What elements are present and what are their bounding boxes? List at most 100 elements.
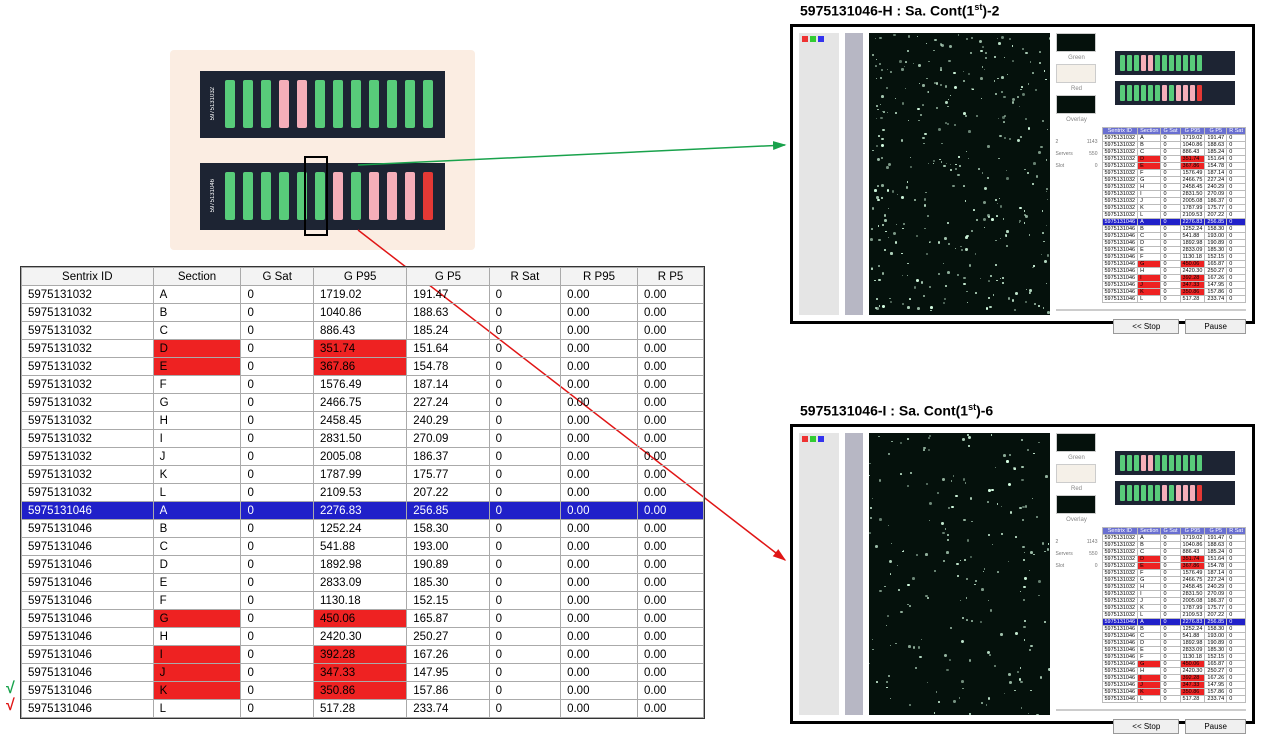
- table-row[interactable]: 5975131032F01576.49187.140: [1102, 170, 1246, 177]
- table-row[interactable]: 5975131032C0886.43185.2400.000.00: [22, 322, 704, 340]
- table-row[interactable]: 5975131032K01787.99175.770: [1102, 605, 1246, 612]
- pause-button[interactable]: Pause: [1185, 719, 1246, 734]
- table-row[interactable]: 5975131046G0450.06165.870: [1102, 261, 1246, 268]
- table-row[interactable]: 5975131046G0450.06165.8700.000.00: [22, 610, 704, 628]
- table-row[interactable]: 5975131046E02833.09185.300: [1102, 647, 1246, 654]
- table-row[interactable]: 5975131032D0351.74151.6400.000.00: [22, 340, 704, 358]
- table-row[interactable]: 5975131032E0367.86154.780: [1102, 563, 1246, 570]
- table-row[interactable]: 5975131032K01787.99175.770: [1102, 205, 1246, 212]
- table-row[interactable]: 5975131032I02831.50270.090: [1102, 191, 1246, 198]
- table-row[interactable]: 5975131032E0367.86154.780: [1102, 163, 1246, 170]
- table-row[interactable]: 5975131032I02831.50270.090: [1102, 591, 1246, 598]
- column-header[interactable]: G P95: [1180, 128, 1205, 135]
- table-row[interactable]: 5975131046F01130.18152.150: [1102, 654, 1246, 661]
- table-row[interactable]: 5975131032D0351.74151.640: [1102, 156, 1246, 163]
- table-row[interactable]: 5975131032G02466.75227.2400.000.00: [22, 394, 704, 412]
- table-row[interactable]: 5975131046K0350.86157.860: [1102, 689, 1246, 696]
- table-row[interactable]: 5975131046J0347.33147.950: [1102, 682, 1246, 689]
- table-row[interactable]: 5975131032C0886.43185.240: [1102, 549, 1246, 556]
- panel-bottom-mini-table[interactable]: Sentrix IDSectionG SatG P95G P5R Sat 597…: [1102, 527, 1247, 703]
- table-row[interactable]: 5975131046A02276.83256.8500.000.00: [22, 502, 704, 520]
- thumb-overlay[interactable]: [1056, 495, 1096, 514]
- table-row[interactable]: 5975131032B01040.86188.630: [1102, 142, 1246, 149]
- table-row[interactable]: 5975131032G02466.75227.240: [1102, 177, 1246, 184]
- table-row[interactable]: 5975131032H02458.45240.2900.000.00: [22, 412, 704, 430]
- table-row[interactable]: 5975131032L02109.53207.220: [1102, 612, 1246, 619]
- column-header[interactable]: Section: [153, 268, 241, 286]
- table-row[interactable]: 5975131046L0517.28233.740: [1102, 696, 1246, 703]
- column-header[interactable]: G Sat: [1161, 128, 1180, 135]
- table-row[interactable]: 5975131046G0450.06165.870: [1102, 661, 1246, 668]
- table-row[interactable]: 5975131032J02005.08186.370: [1102, 598, 1246, 605]
- table-row[interactable]: 5975131032B01040.86188.630: [1102, 542, 1246, 549]
- thumb-overlay[interactable]: [1056, 95, 1096, 114]
- table-row[interactable]: 5975131046B01252.24158.300: [1102, 626, 1246, 633]
- column-header[interactable]: G Sat: [1161, 528, 1180, 535]
- table-row[interactable]: 5975131032G02466.75227.240: [1102, 577, 1246, 584]
- table-row[interactable]: 5975131046J0347.33147.9500.000.00: [22, 664, 704, 682]
- column-header[interactable]: R P95: [561, 268, 638, 286]
- table-row[interactable]: 5975131046L0517.28233.7400.000.00: [22, 700, 704, 718]
- table-row[interactable]: 5975131046L0517.28233.740: [1102, 296, 1246, 303]
- table-row[interactable]: 5975131032E0367.86154.7800.000.00: [22, 358, 704, 376]
- table-row[interactable]: 5975131046B01252.24158.3000.000.00: [22, 520, 704, 538]
- table-row[interactable]: 5975131046F01130.18152.1500.000.00: [22, 592, 704, 610]
- stop-button[interactable]: << Stop: [1113, 319, 1179, 334]
- pause-button[interactable]: Pause: [1185, 319, 1246, 334]
- thumb-green[interactable]: [1056, 33, 1096, 52]
- table-row[interactable]: 5975131046D01892.98190.8900.000.00: [22, 556, 704, 574]
- panel-bottom-scan-image[interactable]: [869, 433, 1050, 715]
- table-row[interactable]: 5975131046A02276.83256.850: [1102, 619, 1246, 626]
- table-row[interactable]: 5975131046D01892.98190.890: [1102, 640, 1246, 647]
- column-header[interactable]: R Sat: [489, 268, 560, 286]
- table-row[interactable]: 5975131032K01787.99175.7700.000.00: [22, 466, 704, 484]
- table-row[interactable]: 5975131046C0541.88193.000: [1102, 633, 1246, 640]
- table-row[interactable]: 5975131032L02109.53207.2200.000.00: [22, 484, 704, 502]
- table-row[interactable]: 5975131032J02005.08186.3700.000.00: [22, 448, 704, 466]
- table-row[interactable]: 5975131046K0350.86157.8600.000.00: [22, 682, 704, 700]
- table-row[interactable]: 5975131046D01892.98190.890: [1102, 240, 1246, 247]
- table-row[interactable]: 5975131032A01719.02191.4700.000.00: [22, 286, 704, 304]
- table-row[interactable]: 5975131032J02005.08186.370: [1102, 198, 1246, 205]
- thumb-red[interactable]: [1056, 64, 1096, 83]
- table-row[interactable]: 5975131046K0350.86157.860: [1102, 289, 1246, 296]
- column-header[interactable]: G P95: [1180, 528, 1205, 535]
- column-header[interactable]: R Sat: [1227, 528, 1246, 535]
- table-row[interactable]: 5975131046C0541.88193.000: [1102, 233, 1246, 240]
- column-header[interactable]: G P5: [1205, 128, 1227, 135]
- table-row[interactable]: 5975131046H02420.30250.270: [1102, 668, 1246, 675]
- column-header[interactable]: Sentrix ID: [22, 268, 154, 286]
- table-row[interactable]: 5975131032F01576.49187.1400.000.00: [22, 376, 704, 394]
- stop-button[interactable]: << Stop: [1113, 719, 1179, 734]
- panel-top-mini-table[interactable]: Sentrix IDSectionG SatG P95G P5R Sat 597…: [1102, 127, 1247, 303]
- thumb-green[interactable]: [1056, 433, 1096, 452]
- table-row[interactable]: 5975131046H02420.30250.2700.000.00: [22, 628, 704, 646]
- column-header[interactable]: Section: [1138, 528, 1161, 535]
- table-row[interactable]: 5975131046E02833.09185.300: [1102, 247, 1246, 254]
- panel-top-scan-image[interactable]: [869, 33, 1050, 315]
- column-header[interactable]: G Sat: [241, 268, 314, 286]
- column-header[interactable]: G P95: [313, 268, 406, 286]
- table-row[interactable]: 5975131046C0541.88193.0000.000.00: [22, 538, 704, 556]
- table-row[interactable]: 5975131032L02109.53207.220: [1102, 212, 1246, 219]
- column-header[interactable]: Sentrix ID: [1102, 528, 1138, 535]
- table-row[interactable]: 5975131032H02458.45240.290: [1102, 184, 1246, 191]
- column-header[interactable]: Section: [1138, 128, 1161, 135]
- table-row[interactable]: 5975131046I0392.28167.260: [1102, 675, 1246, 682]
- main-data-table[interactable]: Sentrix IDSectionG SatG P95G P5R SatR P9…: [21, 267, 704, 718]
- table-row[interactable]: 5975131032D0351.74151.640: [1102, 556, 1246, 563]
- table-row[interactable]: 5975131032H02458.45240.290: [1102, 584, 1246, 591]
- table-row[interactable]: 5975131032A01719.02191.470: [1102, 535, 1246, 542]
- column-header[interactable]: G P5: [407, 268, 489, 286]
- table-row[interactable]: 5975131032A01719.02191.470: [1102, 135, 1246, 142]
- table-row[interactable]: 5975131046F01130.18152.150: [1102, 254, 1246, 261]
- table-row[interactable]: 5975131046J0347.33147.950: [1102, 282, 1246, 289]
- table-row[interactable]: 5975131046H02420.30250.270: [1102, 268, 1246, 275]
- thumb-red[interactable]: [1056, 464, 1096, 483]
- column-header[interactable]: G P5: [1205, 528, 1227, 535]
- column-header[interactable]: Sentrix ID: [1102, 128, 1138, 135]
- table-row[interactable]: 5975131032B01040.86188.6300.000.00: [22, 304, 704, 322]
- table-row[interactable]: 5975131032F01576.49187.140: [1102, 570, 1246, 577]
- table-row[interactable]: 5975131046B01252.24158.300: [1102, 226, 1246, 233]
- table-row[interactable]: 5975131046A02276.83256.850: [1102, 219, 1246, 226]
